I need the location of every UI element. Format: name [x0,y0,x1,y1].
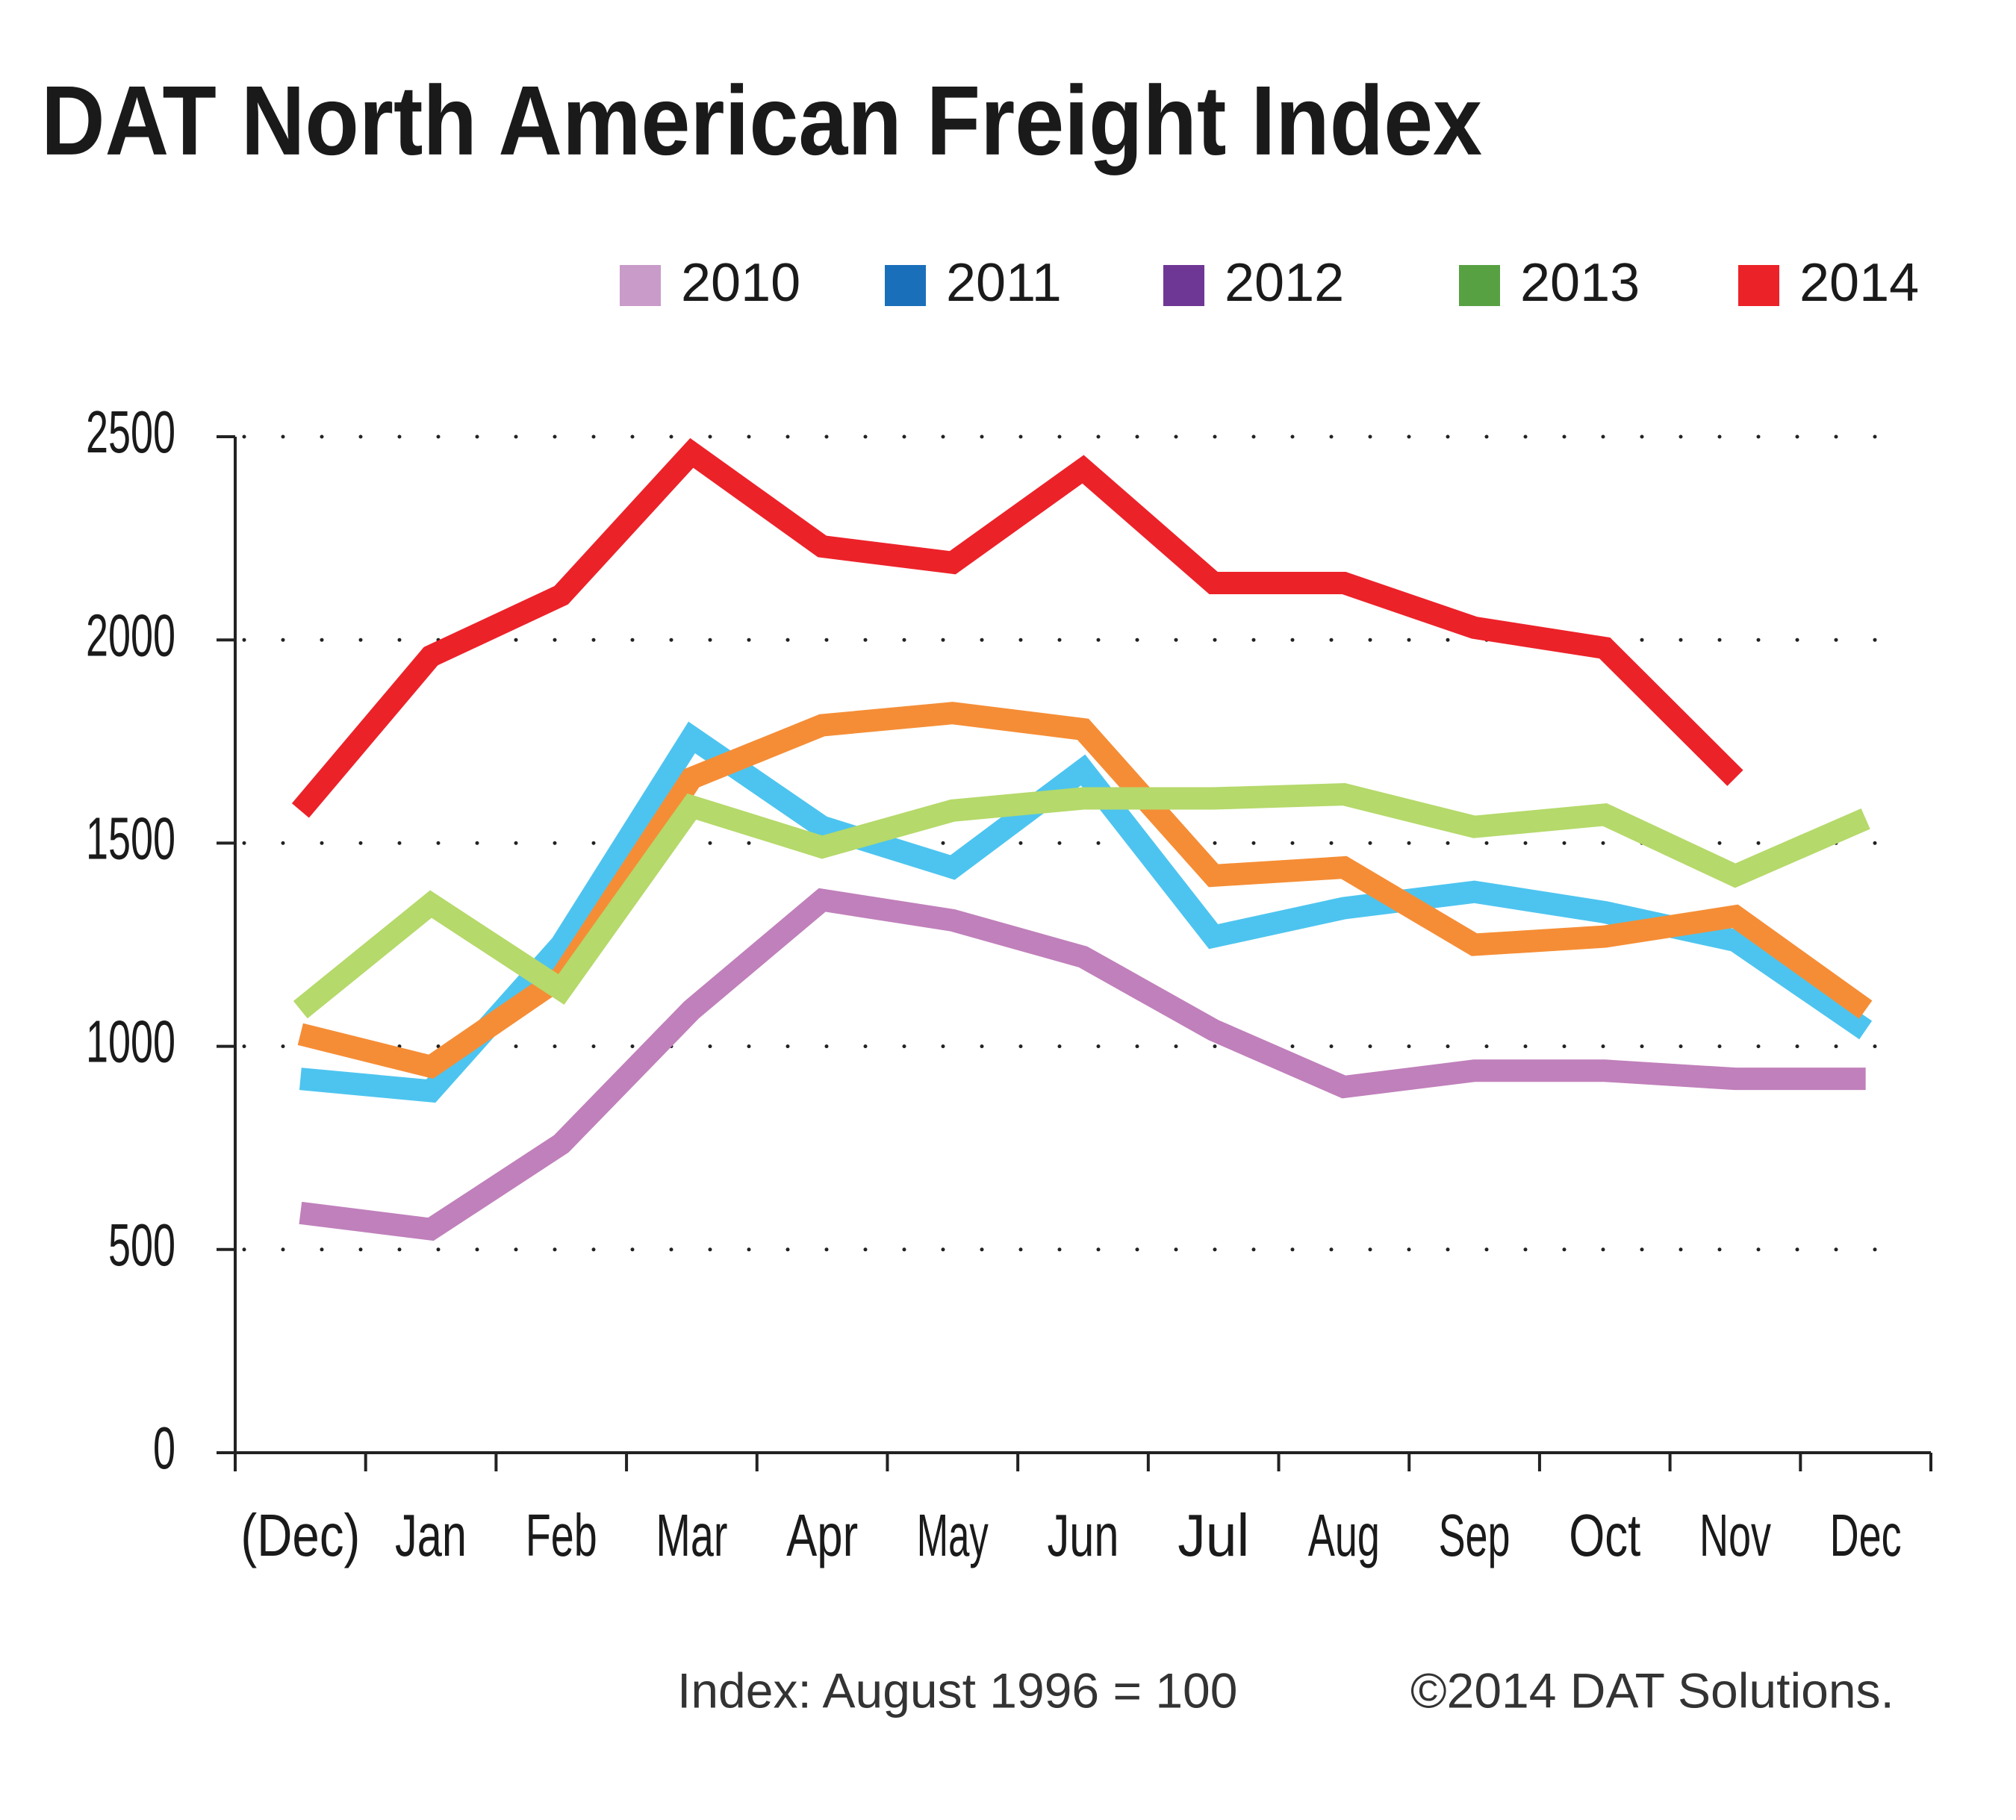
legend-label: 2012 [1225,253,1344,313]
legend-swatch [1459,265,1500,306]
x-tick-label: Feb [526,1502,597,1568]
x-tick-label: Oct [1569,1502,1640,1568]
legend-label: 2010 [681,253,800,313]
y-tick-label: 1000 [86,1009,175,1075]
legend-label: 2013 [1520,253,1640,313]
y-tick-label: 2000 [86,602,175,668]
legend-swatch [1738,265,1779,306]
footnote: ©2014 DAT Solutions. [1410,1662,1894,1718]
chart-title: DAT North American Freight Index [41,66,1482,175]
series-line [293,783,1870,1019]
x-tick-label: (Dec) [240,1502,360,1568]
x-tick-label: Apr [786,1502,858,1568]
y-tick-label: 2500 [86,399,175,465]
legend-label: 2011 [946,253,1062,313]
y-tick-label: 0 [153,1415,175,1481]
x-tick-label: Sep [1439,1502,1511,1568]
legend-label: 2014 [1799,253,1919,313]
legend-swatch [885,265,926,306]
x-tick-label: May [917,1502,989,1568]
x-tick-label: Jul [1177,1502,1249,1568]
x-tick-label: Jan [395,1502,467,1568]
y-tick-label: 1500 [86,805,175,872]
legend-swatch [620,265,661,306]
x-tick-label: Jun [1048,1502,1119,1568]
series-line [291,437,1743,818]
footnote: Index: August 1996 = 100 [677,1662,1237,1718]
series-line [299,721,1873,1103]
x-tick-label: Nov [1699,1502,1771,1568]
x-tick-label: Mar [656,1502,727,1568]
x-tick-label: Dec [1830,1502,1902,1568]
legend-swatch [1163,265,1204,306]
x-tick-label: Aug [1308,1502,1380,1568]
series-line [299,888,1866,1241]
y-tick-label: 500 [108,1212,175,1278]
